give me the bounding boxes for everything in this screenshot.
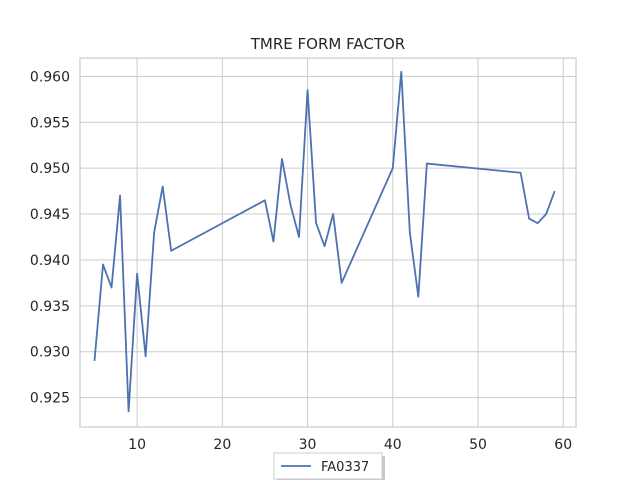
- series-layer: [93, 70, 556, 413]
- y-tick-label: 0.955: [30, 115, 70, 131]
- x-tick-label: 30: [299, 437, 317, 453]
- tick-labels: 10 20 30 40 50 60 0.925 0.930 0.935 0.940 0.945 0.9…: [30, 69, 572, 453]
- x-tick-label: 10: [128, 437, 146, 453]
- grid: [80, 58, 576, 427]
- series-line: [93, 70, 556, 413]
- legend: FA0337: [273, 452, 385, 480]
- x-tick-label: 60: [554, 437, 572, 453]
- legend-label: FA0337: [321, 460, 369, 475]
- y-tick-label: 0.950: [30, 161, 70, 177]
- y-tick-label: 0.940: [30, 253, 70, 269]
- y-tick-label: 0.925: [30, 391, 70, 407]
- y-tick-label: 0.960: [30, 69, 70, 85]
- plot-frame: [79, 57, 577, 428]
- plot-area: [80, 58, 576, 427]
- x-tick-label: 20: [213, 437, 231, 453]
- x-tick-label: 40: [384, 437, 402, 453]
- y-tick-label: 0.935: [30, 299, 70, 315]
- y-tick-label: 0.930: [30, 345, 70, 361]
- y-tick-label: 0.945: [30, 207, 70, 223]
- chart-title: TMRE FORM FACTOR: [250, 35, 405, 53]
- x-tick-label: 50: [469, 437, 487, 453]
